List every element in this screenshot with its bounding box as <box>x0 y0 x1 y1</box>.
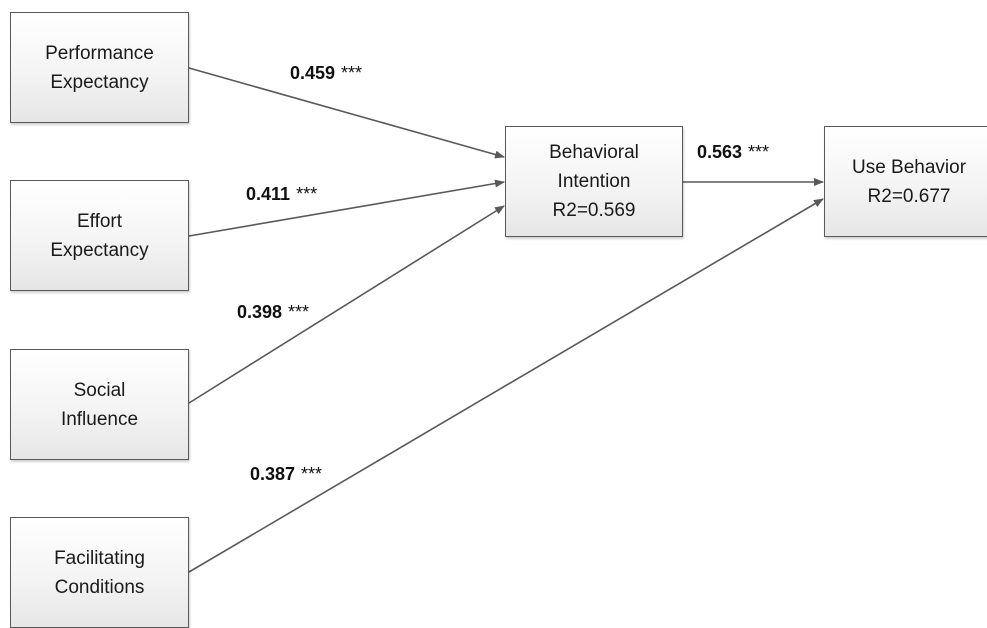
node-label-line: Effort <box>76 210 123 232</box>
node-label-line: Use Behavior <box>851 156 967 178</box>
node-label-line: Facilitating <box>54 547 145 569</box>
significance-stars: *** <box>288 302 310 322</box>
node-r2-label: R2=0.569 <box>552 200 636 221</box>
arrow-fc-to-ub <box>188 198 824 573</box>
coefficient-value: 0.411 <box>246 184 291 204</box>
node-use-behavior: Use Behavior R2=0.677 <box>824 126 987 237</box>
coefficient-label-fc-ub: 0.387 *** <box>250 464 322 485</box>
node-label-line: Performance <box>45 42 154 64</box>
node-behavioral-intention: Behavioral Intention R2=0.569 <box>505 126 683 237</box>
coefficient-label-bi-ub: 0.563 *** <box>697 142 769 163</box>
node-label-line: Expectancy <box>50 239 149 261</box>
arrow-ee-to-bi <box>188 179 505 237</box>
coefficient-label-pe-bi: 0.459 *** <box>290 63 362 84</box>
coefficient-label-si-bi: 0.398 *** <box>237 302 309 323</box>
coefficient-value: 0.459 <box>290 63 336 83</box>
significance-stars: *** <box>301 464 323 484</box>
node-performance-expectancy: Performance Expectancy <box>10 12 189 123</box>
significance-stars: *** <box>341 63 363 83</box>
node-label-line: Behavioral <box>549 142 639 163</box>
arrow-pe-to-bi <box>188 67 505 159</box>
node-facilitating-conditions: Facilitating Conditions <box>10 517 189 628</box>
node-label-line: Social <box>73 379 126 401</box>
coefficient-value: 0.387 <box>250 464 296 484</box>
coefficient-label-ee-bi: 0.411 *** <box>246 184 317 205</box>
arrow-si-to-bi <box>188 205 505 404</box>
node-label-line: Influence <box>60 408 139 430</box>
node-effort-expectancy: Effort Expectancy <box>10 180 189 291</box>
node-social-influence: Social Influence <box>10 349 189 460</box>
node-label-line: Conditions <box>54 576 145 598</box>
node-label-line: Intention <box>557 171 631 192</box>
significance-stars: *** <box>296 184 318 204</box>
coefficient-value: 0.398 <box>237 302 283 322</box>
significance-stars: *** <box>748 142 770 162</box>
node-label-line: Expectancy <box>50 71 149 93</box>
node-r2-label: R2=0.677 <box>867 185 951 207</box>
coefficient-value: 0.563 <box>697 142 743 162</box>
